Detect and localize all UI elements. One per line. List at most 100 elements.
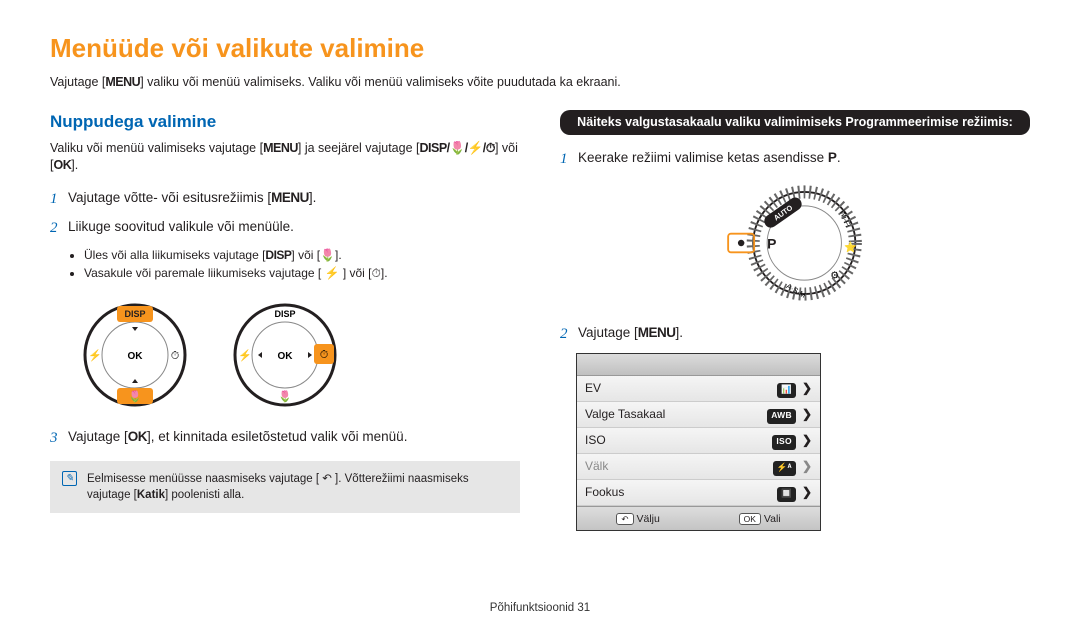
menu-right: 🔲❯ (777, 484, 812, 501)
menu-label: Välk (585, 458, 608, 475)
menu-right: ISO ❯ (772, 432, 812, 449)
step-text: Vajutage võtte- või esitusrežiimis [MENU… (68, 189, 520, 208)
t: Katik (137, 489, 165, 501)
intro-b: ] valiku või menüü valimiseks. Valiku võ… (140, 75, 621, 89)
svg-text:P: P (767, 236, 776, 252)
page-title: Menüüde või valikute valimine (50, 30, 1030, 66)
dial-row: DISP 🌷 ⚡ ⏱ OK (80, 300, 520, 410)
mode-p: P (828, 150, 837, 165)
ok-glyph: OK (128, 429, 147, 444)
step-number: 3 (50, 428, 68, 449)
chevron-right-icon: ❯ (802, 381, 812, 395)
svg-text:⭐: ⭐ (844, 241, 857, 254)
menu-right: AWB ❯ (767, 406, 812, 423)
note-icon: ✎ (62, 471, 77, 486)
menu-label: ISO (585, 432, 606, 449)
desc-d: ]. (71, 158, 78, 172)
badge: 🔲 (777, 487, 796, 502)
svg-text:⚡: ⚡ (238, 349, 252, 362)
svg-text:⏱: ⏱ (171, 350, 180, 362)
note-text: Eelmisesse menüüsse naasmiseks vajutage … (87, 471, 508, 503)
sub-item: Üles või alla liikumiseks vajutage [DISP… (84, 247, 520, 264)
desc-b: ] ja seejärel vajutage [ (298, 141, 420, 155)
intro-a: Vajutage [ (50, 75, 105, 89)
menu-row[interactable]: Valge Tasakaal AWB ❯ (577, 402, 820, 428)
menu-row[interactable]: Fookus🔲❯ (577, 480, 820, 506)
menu-row[interactable]: Välk ⚡ᴬ ❯ (577, 454, 820, 480)
t: . (837, 150, 841, 165)
example-header-bar: Näiteks valgustasakaalu valiku valimimis… (560, 110, 1030, 136)
chevron-right-icon: ❯ (802, 433, 812, 447)
menu-glyph: MENU (638, 325, 676, 340)
step-number: 2 (50, 218, 68, 239)
menu-label: EV (585, 380, 601, 397)
exit-hint: ↶ Välju (616, 512, 659, 527)
ok-pill: OK (739, 513, 761, 525)
chevron-right-icon: ❯ (802, 407, 812, 421)
r-step-2: 2 Vajutage [MENU]. (560, 324, 1030, 345)
disp-label: DISP (124, 309, 145, 319)
step-number: 1 (560, 149, 578, 170)
menu-row[interactable]: ISO ISO ❯ (577, 428, 820, 454)
menu-glyph: MENU (105, 75, 140, 89)
svg-text:🌷: 🌷 (278, 390, 292, 403)
badge: ⚡ᴬ (773, 461, 796, 476)
nav-dial-highlighted: DISP 🌷 ⚡ ⏱ OK (80, 300, 190, 410)
step-2: 2 Liikuge soovitud valikule või menüüle. (50, 218, 520, 239)
r-step-1: 1 Keerake režiimi valimise ketas asendis… (560, 149, 1030, 170)
step-text: Vajutage [OK], et kinnitada esiletõstetu… (68, 428, 520, 447)
t: Vajutage [ (68, 429, 128, 444)
svg-text:DISP: DISP (274, 309, 295, 319)
ok-glyph: OK (53, 158, 71, 172)
badge: AWB (767, 409, 796, 424)
step-3: 3 Vajutage [OK], et kinnitada esiletõste… (50, 428, 520, 449)
t: Vajutage võtte- või esitusrežiimis [ (68, 190, 271, 205)
menu-label: Valge Tasakaal (585, 406, 665, 423)
note-box: ✎ Eelmisesse menüüsse naasmiseks vajutag… (50, 461, 520, 513)
step-number: 1 (50, 189, 68, 210)
back-icon: ↶ (616, 513, 633, 525)
t: ] või [🌷]. (291, 248, 341, 262)
menu-screen: EV📊❯Valge TasakaalAWB❯ISOISO❯Välk⚡ᴬ❯Fook… (576, 353, 821, 531)
t: Vali (764, 513, 781, 525)
t: Välju (637, 513, 660, 525)
nav-dial-right: DISP 🌷 ⚡ ⏱ OK (230, 300, 340, 410)
menu-top-bar (577, 354, 820, 376)
intro-text: Vajutage [MENU] valiku või menüü valimis… (50, 74, 1030, 92)
step-text: Keerake režiimi valimise ketas asendisse… (578, 149, 1030, 168)
page-footer: Põhifunktsioonid 31 (0, 600, 1080, 616)
svg-text:⚡: ⚡ (88, 349, 102, 362)
disp-glyph: DISP (265, 248, 291, 262)
chevron-right-icon: ❯ (802, 485, 812, 499)
chevron-right-icon: ❯ (802, 459, 812, 473)
desc-a: Valiku või menüü valimiseks vajutage [ (50, 141, 263, 155)
sub-item: Vasakule või paremale liikumiseks vajuta… (84, 265, 520, 282)
t: ]. (676, 325, 684, 340)
menu-rows: EV📊❯Valge TasakaalAWB❯ISOISO❯Välk⚡ᴬ❯Fook… (577, 376, 820, 506)
svg-text:OK: OK (128, 351, 144, 362)
badge: ISO (772, 435, 796, 450)
menu-glyph: MENU (271, 190, 309, 205)
section-heading: Nuppudega valimine (50, 110, 520, 134)
menu-label: Fookus (585, 484, 624, 501)
menu-right: 📊❯ (777, 380, 812, 397)
t: ], et kinnitada esiletõstetud valik või … (147, 429, 407, 444)
menu-right: ⚡ᴬ ❯ (773, 458, 812, 475)
step-number: 2 (560, 324, 578, 345)
t: ]. (309, 190, 317, 205)
t: ] poolenisti alla. (165, 489, 244, 501)
badge: 📊 (777, 383, 796, 398)
svg-text:OK: OK (278, 351, 294, 362)
right-column: Näiteks valgustasakaalu valiku valimimis… (560, 110, 1030, 532)
menu-glyph: MENU (263, 141, 298, 155)
svg-text:🌷: 🌷 (128, 390, 142, 403)
menu-bottom-bar: ↶ Välju OKVali (577, 506, 820, 530)
svg-text:⚙: ⚙ (830, 271, 839, 282)
step-text: Vajutage [MENU]. (578, 324, 1030, 343)
t: Keerake režiimi valimise ketas asendisse (578, 150, 828, 165)
menu-row[interactable]: EV📊❯ (577, 376, 820, 402)
step-text: Liikuge soovitud valikule või menüüle. (68, 218, 520, 237)
left-column: Nuppudega valimine Valiku või menüü vali… (50, 110, 520, 532)
t: Üles või alla liikumiseks vajutage [ (84, 248, 265, 262)
pad-glyph: DISP/🌷/⚡/⏱ (419, 141, 494, 155)
